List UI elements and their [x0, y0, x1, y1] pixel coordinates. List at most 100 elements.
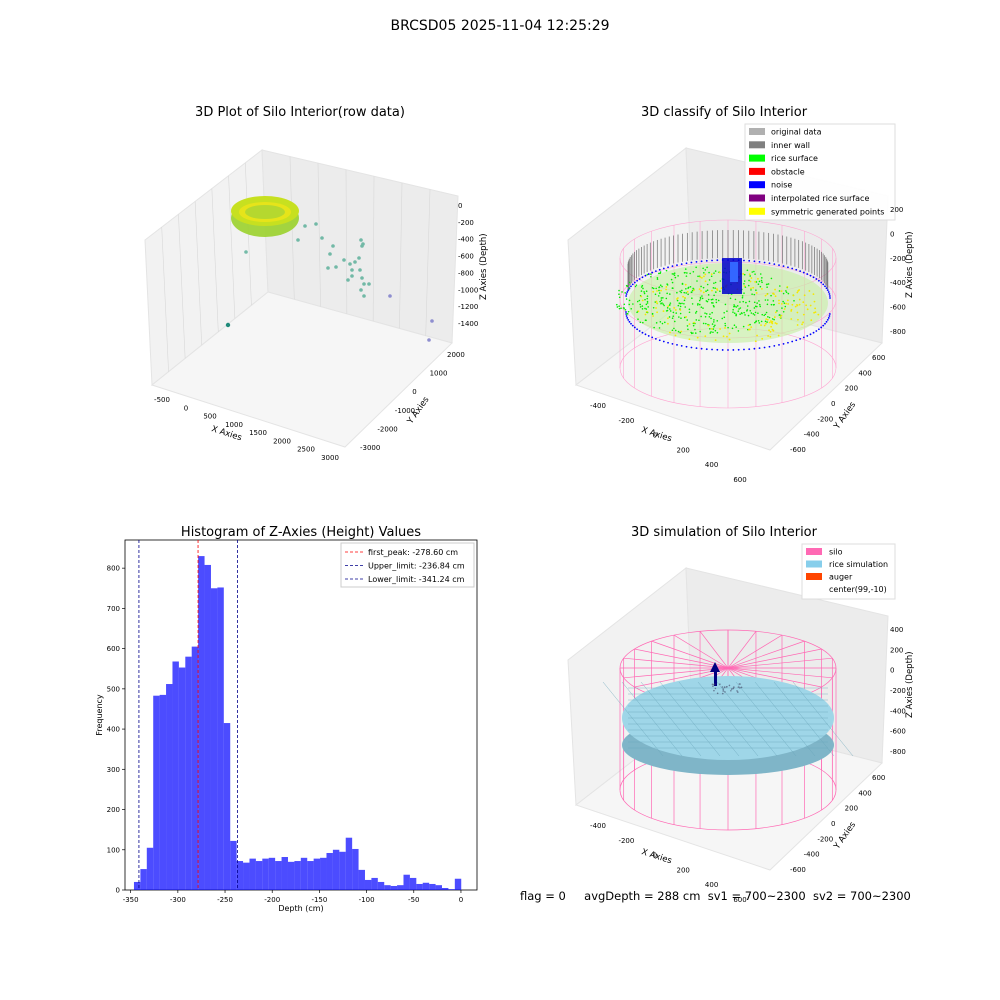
sv2-value: sv2 = 700~2300: [812, 889, 911, 903]
histogram-bar: [172, 661, 179, 890]
y-tick-label: 2000: [447, 351, 465, 359]
z-tick-label: -600: [890, 728, 906, 736]
y-tick-label: -600: [790, 446, 806, 454]
z-tick-label: -800: [890, 748, 906, 756]
y-tick-label: -600: [790, 866, 806, 874]
histogram-bar: [448, 889, 455, 890]
histogram-x-tick-label: -350: [123, 896, 139, 904]
histogram-bar: [249, 858, 256, 890]
histogram-x-tick-label: -250: [217, 896, 233, 904]
x-tick-label: -200: [618, 417, 634, 425]
histogram-bar: [217, 587, 224, 890]
y-tick-label: -200: [817, 415, 833, 423]
z-tick-label: 200: [890, 206, 903, 214]
y-tick-label: 400: [858, 789, 871, 797]
z-tick-label: 200: [890, 646, 903, 654]
histogram-bar: [185, 656, 192, 890]
simulation-legend: silo rice simulation auger center(99,-10): [801, 543, 896, 600]
legend-label: noise: [771, 181, 792, 190]
panel-histogram: Histogram of Z-Axies (Height) Values -35…: [95, 525, 478, 913]
z-tick-label: -800: [458, 269, 474, 277]
histogram-bar: [422, 882, 430, 890]
x-tick-label: 200: [677, 446, 690, 454]
histogram-y-tick-label: 0: [116, 887, 120, 895]
histogram-x-tick-label: 0: [459, 896, 463, 904]
legend-swatch: [749, 194, 765, 202]
histogram-x-tick-label: -200: [264, 896, 280, 904]
classify-legend: original data inner wall rice surface obsta…: [744, 123, 896, 221]
z-tick-label: -200: [890, 255, 906, 263]
histogram-bar: [159, 694, 167, 890]
y-tick-label: 600: [872, 354, 885, 362]
classify-y-axis-label: Y Axies: [832, 400, 859, 432]
y-tick-label: 0: [831, 820, 835, 828]
x-tick-label: 0: [653, 432, 657, 440]
legend-swatch: [749, 167, 765, 175]
z-tick-label: -1400: [458, 320, 478, 328]
histogram-bar: [454, 878, 462, 890]
y-tick-label: 1000: [430, 370, 448, 378]
histogram-bar: [441, 887, 449, 890]
panel-simulation-title: 3D simulation of Silo Interior: [631, 525, 818, 540]
y-tick-label: 400: [858, 369, 871, 377]
histogram-bar: [133, 881, 141, 890]
y-tick-label: 200: [845, 385, 858, 393]
histogram-x-tick-label: -300: [170, 896, 186, 904]
z-tick-label: -400: [458, 236, 474, 244]
panel-raw-3d: 3D Plot of Silo Interior(row data) X Axi…: [144, 105, 489, 462]
x-tick-label: 1500: [249, 429, 267, 437]
legend-swatch: [749, 128, 765, 135]
legend-label: obstacle: [771, 167, 805, 176]
x-tick-label: 600: [733, 476, 746, 484]
histogram-y-tick-label: 100: [107, 846, 120, 854]
x-tick-label: 2500: [297, 446, 315, 454]
z-tick-label: 400: [890, 626, 903, 634]
histogram-bar: [166, 684, 173, 890]
z-tick-label: 0: [890, 230, 894, 238]
histogram-x-tick-label: -50: [408, 896, 419, 904]
legend-swatch: [749, 181, 765, 189]
x-tick-label: 400: [705, 881, 718, 889]
histogram-bar: [429, 883, 436, 890]
y-tick-label: -400: [804, 851, 820, 859]
histogram-bar: [377, 881, 385, 890]
legend-label: auger: [829, 573, 853, 582]
classify-z-axis-label: Z Axies (Depth): [905, 231, 915, 298]
panel-classify-3d: 3D classify of Silo Interior: [567, 105, 915, 484]
histogram-legend-label: first_peak: -278.60 cm: [368, 548, 458, 557]
histogram-y-tick-label: 800: [107, 565, 120, 573]
histogram-y-tick-label: 400: [107, 726, 120, 734]
y-tick-label: -2000: [377, 425, 397, 433]
histogram-bar: [178, 667, 186, 890]
histogram-y-tick-label: 300: [107, 766, 120, 774]
legend-swatch: [749, 154, 765, 162]
histogram-bar: [281, 857, 288, 890]
histogram-y-tick-label: 200: [107, 806, 120, 814]
histogram-bar: [307, 861, 314, 890]
z-tick-label: -200: [458, 219, 474, 227]
x-tick-label: -500: [154, 396, 170, 404]
x-tick-label: 200: [677, 866, 690, 874]
panel-simulation-3d: 3D simulation of Silo Interior silo rice …: [567, 525, 915, 904]
z-tick-label: -1000: [458, 286, 478, 294]
histogram-y-tick-label: 500: [107, 685, 120, 693]
histogram-bar: [223, 723, 231, 890]
simulation-render: [602, 629, 854, 831]
y-tick-label: 600: [872, 774, 885, 782]
y-tick-label: 0: [831, 400, 835, 408]
legend-swatch: [806, 548, 822, 555]
legend-label: center(99,-10): [829, 585, 887, 594]
x-tick-label: 400: [705, 461, 718, 469]
histogram-bar: [153, 695, 160, 890]
histogram-x-axis-label: Depth (cm): [278, 904, 323, 913]
z-tick-label: -400: [890, 707, 906, 715]
histogram-bar: [320, 857, 327, 890]
histogram-bar: [358, 869, 365, 890]
x-tick-label: -400: [590, 822, 606, 830]
y-tick-label: -3000: [360, 444, 380, 452]
raw-z-axis-label: Z Axies (Depth): [479, 233, 489, 300]
histogram-bar: [390, 885, 398, 890]
x-tick-label: 2000: [273, 437, 291, 445]
legend-label: rice surface: [771, 154, 818, 163]
